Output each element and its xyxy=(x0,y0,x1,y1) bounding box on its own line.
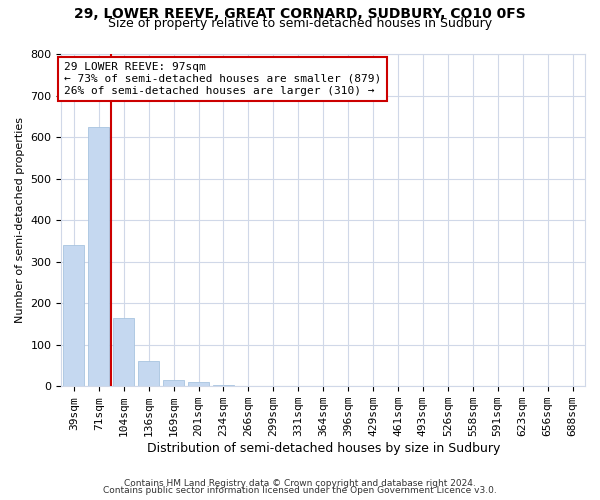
Bar xyxy=(63,245,85,386)
Bar xyxy=(138,362,159,386)
Text: Contains public sector information licensed under the Open Government Licence v3: Contains public sector information licen… xyxy=(103,486,497,495)
Text: Size of property relative to semi-detached houses in Sudbury: Size of property relative to semi-detach… xyxy=(108,18,492,30)
Bar xyxy=(163,380,184,386)
X-axis label: Distribution of semi-detached houses by size in Sudbury: Distribution of semi-detached houses by … xyxy=(146,442,500,455)
Bar xyxy=(188,382,209,386)
Text: 29, LOWER REEVE, GREAT CORNARD, SUDBURY, CO10 0FS: 29, LOWER REEVE, GREAT CORNARD, SUDBURY,… xyxy=(74,8,526,22)
Bar xyxy=(113,318,134,386)
Y-axis label: Number of semi-detached properties: Number of semi-detached properties xyxy=(15,117,25,323)
Text: 29 LOWER REEVE: 97sqm
← 73% of semi-detached houses are smaller (879)
26% of sem: 29 LOWER REEVE: 97sqm ← 73% of semi-deta… xyxy=(64,62,381,96)
Bar xyxy=(88,126,109,386)
Text: Contains HM Land Registry data © Crown copyright and database right 2024.: Contains HM Land Registry data © Crown c… xyxy=(124,478,476,488)
